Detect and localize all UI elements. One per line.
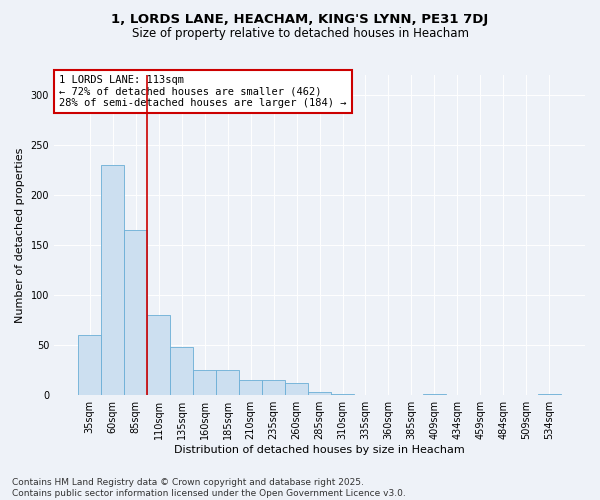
Bar (124, 230, 147, 395)
Bar (78, 335, 101, 395)
Text: Contains HM Land Registry data © Crown copyright and database right 2025.
Contai: Contains HM Land Registry data © Crown c… (12, 478, 406, 498)
Bar (239, 380, 262, 395)
Bar (170, 347, 193, 395)
X-axis label: Distribution of detached houses by size in Heacham: Distribution of detached houses by size … (174, 445, 465, 455)
Bar (147, 315, 170, 395)
Text: 1 LORDS LANE: 113sqm
← 72% of detached houses are smaller (462)
28% of semi-deta: 1 LORDS LANE: 113sqm ← 72% of detached h… (59, 75, 347, 108)
Bar (331, 394, 354, 395)
Bar (193, 370, 216, 395)
Bar (308, 392, 331, 395)
Bar (285, 383, 308, 395)
Bar (101, 165, 124, 395)
Text: 1, LORDS LANE, HEACHAM, KING'S LYNN, PE31 7DJ: 1, LORDS LANE, HEACHAM, KING'S LYNN, PE3… (112, 12, 488, 26)
Bar (262, 380, 285, 395)
Bar (538, 394, 561, 395)
Bar (423, 394, 446, 395)
Bar (216, 370, 239, 395)
Text: Size of property relative to detached houses in Heacham: Size of property relative to detached ho… (131, 28, 469, 40)
Y-axis label: Number of detached properties: Number of detached properties (15, 148, 25, 323)
